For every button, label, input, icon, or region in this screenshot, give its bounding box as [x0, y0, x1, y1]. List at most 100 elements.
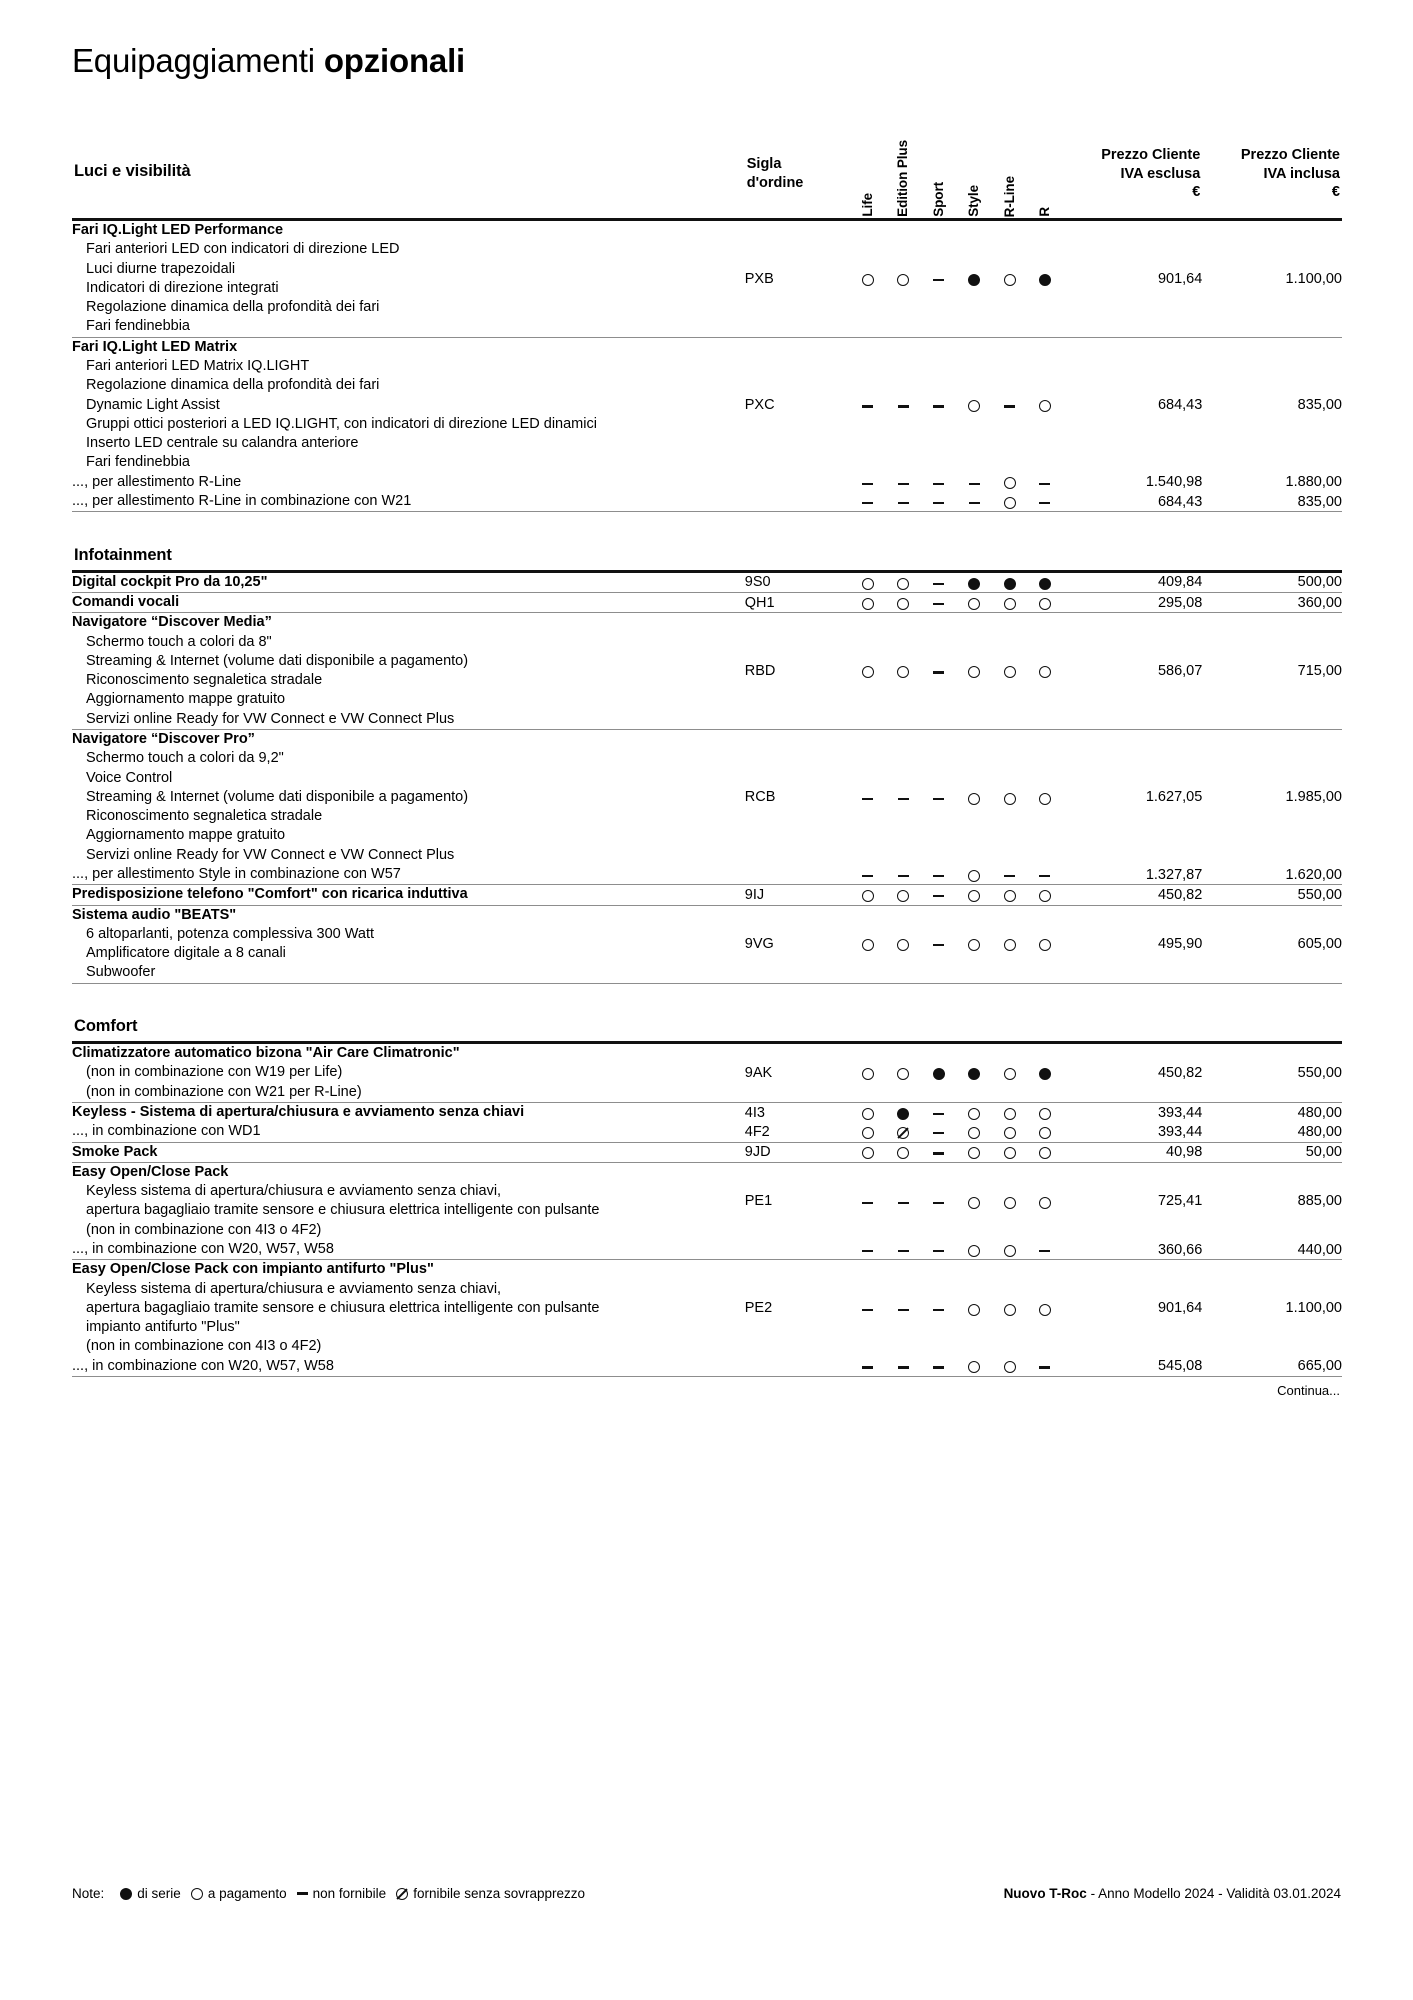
section-caption-row: Infotainment	[72, 546, 1342, 570]
option-description: (non in combinazione con 4I3 o 4F2)	[86, 1221, 322, 1238]
availability-marker	[885, 492, 920, 511]
options-table-wrapper: Luci e visibilità Sigla d'ordine Life Editio…	[72, 130, 1342, 1398]
marker-unavailable-icon	[933, 405, 945, 408]
option-code	[745, 1357, 850, 1376]
marker-optional-icon	[897, 1068, 910, 1081]
marker-unavailable-icon	[933, 1112, 945, 1115]
table-row: Regolazione dinamica della profondità de…	[72, 376, 1342, 395]
marker-unavailable-icon	[897, 482, 909, 485]
option-description-cell: apertura bagagliaio tramite sensore e ch…	[72, 1299, 745, 1318]
table-row: Easy Open/Close Pack con impianto antifu…	[72, 1260, 1342, 1316]
header-trim-sport: Sport	[921, 130, 956, 218]
option-description-cell: Aggiornamento mappe gratuito	[72, 826, 745, 845]
price-incl-vat: 1.985,00	[1285, 789, 1342, 806]
marker-optional-icon	[1003, 890, 1016, 902]
marker-unavailable-icon	[862, 1308, 874, 1311]
price-incl-vat: 550,00	[1297, 886, 1342, 903]
availability-marker	[921, 571, 956, 592]
option-description-cell: Voice Control	[72, 769, 745, 788]
marker-unavailable-icon	[862, 797, 874, 800]
availability-marker	[885, 1162, 920, 1240]
option-description: Riconoscimento segnaletica stradale	[86, 808, 323, 825]
option-description: apertura bagagliaio tramite sensore e ch…	[86, 1202, 600, 1219]
marker-optional-icon	[1038, 1107, 1051, 1120]
option-code: 9JD	[744, 1144, 771, 1161]
option-description-cell: Schermo touch a colori da 9,2"	[72, 749, 745, 768]
marker-unavailable-icon	[933, 944, 945, 947]
option-description: Sistema audio "BEATS"	[72, 906, 237, 923]
marker-unavailable-icon	[897, 405, 909, 408]
marker-standard-icon	[968, 1068, 981, 1081]
marker-optional-icon	[1003, 1107, 1016, 1120]
continua-row: Continua...	[72, 1376, 1342, 1398]
availability-marker	[850, 885, 885, 905]
option-description-cell: Navigatore “Discover Media”	[72, 613, 745, 633]
price-incl-vat: 1.880,00	[1285, 474, 1342, 491]
table-row: Fari IQ.Light LED Matrix PXC 684,43 835,00	[72, 337, 1342, 413]
availability-marker	[1027, 1357, 1062, 1376]
table-row: Fari anteriori LED Matrix IQ.LIGHT	[72, 357, 1342, 376]
page-footer: Note: di serie a pagamento non fornibile fo…	[72, 1886, 1341, 1901]
marker-unavailable-icon	[1039, 501, 1051, 504]
marker-optional-icon	[897, 597, 910, 610]
marker-no-surcharge-icon	[396, 1887, 409, 1900]
price-incl-vat: 500,00	[1297, 574, 1342, 591]
options-table: Luci e visibilità Sigla d'ordine Life Editio…	[72, 130, 1342, 1398]
option-description: Gruppi ottici posteriori a LED IQ.LIGHT,…	[86, 415, 597, 432]
marker-optional-icon	[1003, 597, 1016, 610]
table-row: Servizi online Ready for VW Connect e VW…	[72, 710, 1342, 729]
table-row: Dynamic Light Assist	[72, 396, 1342, 415]
marker-unavailable-icon	[862, 1249, 874, 1252]
option-description: Digital cockpit Pro da 10,25"	[72, 573, 268, 590]
table-row: Fari IQ.Light LED Performance PXB 901,64 1.…	[72, 220, 1342, 287]
availability-marker	[885, 1142, 920, 1162]
option-description: ..., in combinazione con W20, W57, W58	[72, 1357, 334, 1374]
availability-marker	[850, 1357, 885, 1376]
price-excl-vat: 545,08	[1157, 1358, 1203, 1375]
marker-standard-icon	[932, 1068, 945, 1081]
marker-optional-icon	[1038, 400, 1051, 413]
marker-unavailable-icon	[862, 874, 874, 877]
price-incl-vat: 885,00	[1297, 1193, 1342, 1210]
marker-optional-icon	[968, 400, 981, 413]
availability-marker	[956, 1122, 991, 1141]
option-description: Regolazione dinamica della profondità de…	[86, 299, 380, 316]
header-trim-style: Style	[956, 130, 991, 218]
option-description-cell: Navigatore “Discover Pro”	[72, 729, 745, 749]
availability-marker	[992, 865, 1027, 884]
availability-marker	[921, 492, 956, 511]
availability-marker	[956, 729, 991, 864]
availability-marker	[992, 1043, 1027, 1102]
table-row: (non in combinazione con 4I3 o 4F2)	[72, 1337, 1342, 1356]
marker-optional-icon	[1003, 1361, 1016, 1374]
availability-marker	[956, 1102, 991, 1122]
availability-marker	[921, 613, 956, 729]
marker-standard-icon	[1038, 273, 1051, 286]
option-description: impianto antifurto "Plus"	[86, 1319, 240, 1336]
table-row: Fari fendinebbia	[72, 317, 1342, 336]
availability-marker	[921, 1142, 956, 1162]
option-code: RCB	[744, 789, 776, 806]
marker-optional-icon	[897, 577, 910, 590]
option-description-cell: Regolazione dinamica della profondità de…	[72, 298, 745, 317]
availability-marker	[850, 1043, 885, 1102]
option-description: Navigatore “Discover Pro”	[72, 730, 255, 747]
availability-marker	[992, 1162, 1027, 1240]
marker-unavailable-icon	[897, 1366, 909, 1369]
continua-label: Continua...	[1277, 1382, 1340, 1398]
footer-model-name: Nuovo T-Roc	[1003, 1886, 1087, 1901]
marker-optional-icon	[1003, 496, 1016, 509]
availability-marker	[850, 337, 885, 472]
section-caption: Infotainment	[74, 545, 172, 564]
option-description-cell: Servizi online Ready for VW Connect e VW…	[72, 846, 745, 865]
availability-marker	[1027, 905, 1062, 983]
availability-marker	[992, 1122, 1027, 1141]
marker-optional-icon	[1003, 666, 1016, 679]
header-price-incl-cell: Prezzo Cliente IVA inclusa €	[1202, 130, 1342, 218]
marker-optional-icon	[861, 1107, 874, 1120]
availability-marker	[921, 1043, 956, 1102]
availability-marker	[921, 865, 956, 884]
marker-optional-icon	[861, 597, 874, 610]
availability-marker	[956, 885, 991, 905]
